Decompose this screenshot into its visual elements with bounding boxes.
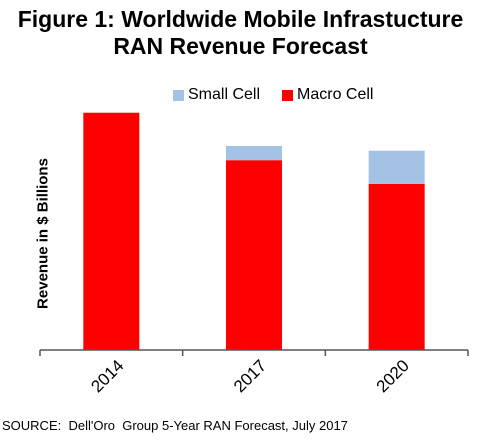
x-tick-label-2014: 2014 xyxy=(87,356,127,396)
legend-label-macro-cell: Macro Cell xyxy=(297,86,374,103)
chart-title-line-1: Figure 1: Worldwide Mobile Infrastucture xyxy=(17,6,464,32)
legend-item-macro-cell: Macro Cell xyxy=(282,86,373,104)
legend-item-small-cell: Small Cell xyxy=(173,86,260,104)
legend-swatch-small-cell xyxy=(173,89,184,101)
source-note: SOURCE: Dell'Oro Group 5-Year RAN Foreca… xyxy=(2,418,348,433)
legend-label-small-cell: Small Cell xyxy=(188,86,261,103)
bar-macro-cell-2014 xyxy=(83,112,140,351)
x-tick-label-2017: 2017 xyxy=(230,356,270,396)
bar-small-cell-2020 xyxy=(368,150,425,184)
bar-macro-cell-2020 xyxy=(368,183,425,350)
chart-title-line-2: RAN Revenue Forecast xyxy=(113,33,368,59)
legend: Small Cell Macro Cell xyxy=(173,86,395,104)
legend-swatch-macro-cell xyxy=(282,89,294,101)
x-tick-label-2020: 2020 xyxy=(373,356,413,396)
chart-plot: 2014 2017 2020 xyxy=(39,112,469,396)
bar-macro-cell-2017 xyxy=(226,160,282,350)
bar-small-cell-2017 xyxy=(226,145,282,161)
